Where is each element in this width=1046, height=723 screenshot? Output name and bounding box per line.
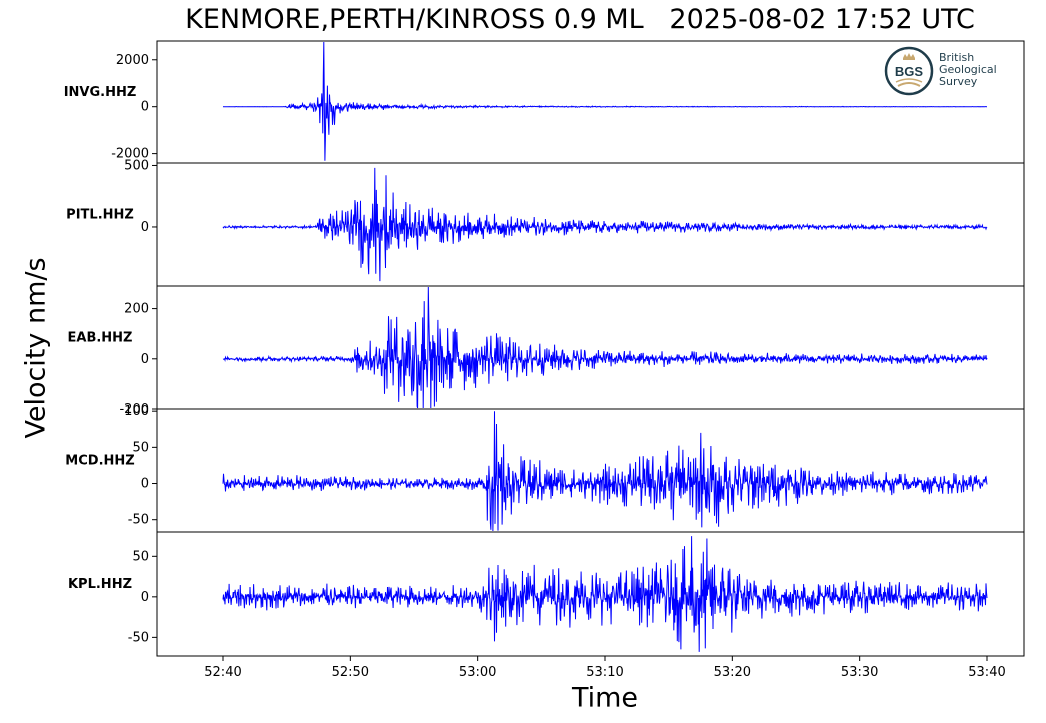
y-tick-label: 500 [124,158,149,173]
x-axis-label: Time [571,682,639,714]
panel-invg-hhz: 2000 0 -2000 INVG.HHZ [64,40,1025,164]
logo-line-1: British [939,51,975,64]
y-tick-label: 50 [132,549,149,564]
panel-frame [156,285,1025,410]
waveform-trace [222,286,988,409]
logo-text: British Geological Survey [939,52,997,88]
panel-eab-hhz: 200 0 -200 EAB.HHZ [68,285,1025,417]
waveform-trace [222,167,988,282]
panel-pitl-hhz: 500 0 PITL.HHZ [66,158,1025,287]
y-tick-label: 2000 [116,53,149,68]
panel-frame [156,408,1025,533]
x-tick-label: 53:10 [586,665,623,680]
panel-frame [156,531,1025,657]
y-tick-label: 100 [124,404,149,419]
station-label: MCD.HHZ [65,454,134,469]
chart-title: KENMORE,PERTH/KINROSS 0.9 ML 2025-08-02 … [185,4,975,35]
y-tick-label: 50 [132,440,149,455]
y-tick-label: -50 [128,630,149,645]
x-tick-label: 52:50 [332,665,369,680]
logo-line-2: Geological [939,63,997,76]
y-tick-label: -50 [128,513,149,528]
x-tick-label: 53:00 [459,665,496,680]
waveform-trace [222,411,988,532]
panel-mcd-hhz: 100 50 0 -50 MCD.HHZ [65,404,1025,533]
y-tick-label: 0 [141,100,149,115]
x-tick-label: 53:40 [968,665,1005,680]
y-tick-label: 200 [124,302,149,317]
logo-line-3: Survey [939,75,978,88]
bgs-logo: BGS British Geological Survey [884,46,1014,96]
y-tick-label: -2000 [111,147,149,162]
station-label: EAB.HHZ [68,331,133,346]
station-label: PITL.HHZ [66,208,134,223]
y-tick-label: 0 [141,352,149,367]
x-tick-label: 53:30 [841,665,878,680]
x-tick-label: 53:20 [714,665,751,680]
panel-kpl-hhz: 50 0 -50 KPL.HHZ [68,531,1025,657]
logo-abbr: BGS [895,64,924,79]
x-tick-label: 52:40 [204,665,241,680]
waveform-trace [222,41,987,161]
bgs-roundel-icon: BGS [884,46,934,96]
y-tick-label: 0 [141,220,149,235]
station-label: INVG.HHZ [64,85,137,100]
y-tick-label: 0 [141,477,149,492]
waveform-trace [222,536,988,652]
y-tick-label: 0 [141,590,149,605]
crown-icon [903,53,915,60]
y-tick-label: -200 [119,402,149,417]
y-axis-label: Velocity nm/s [20,257,52,439]
station-label: KPL.HHZ [68,577,132,592]
